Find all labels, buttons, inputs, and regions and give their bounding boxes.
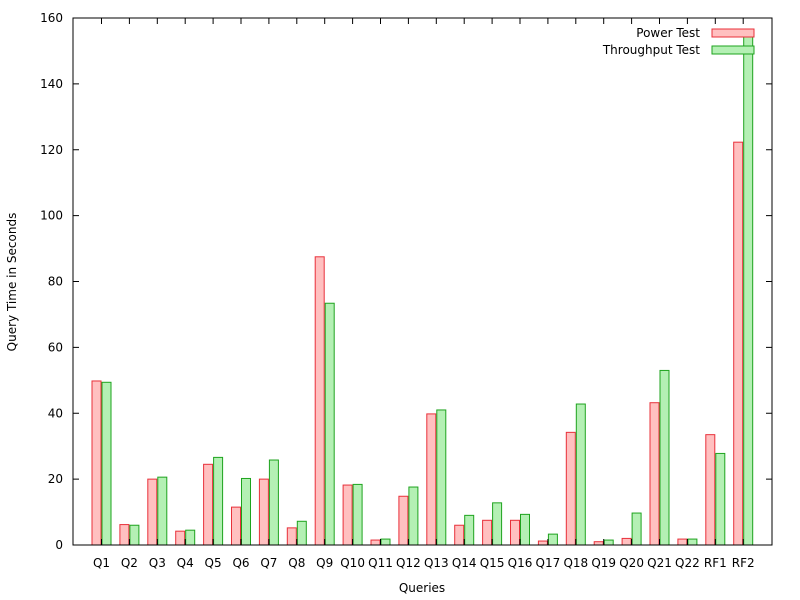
bar-power-q3 [147, 478, 158, 546]
bar-power-q9 [314, 256, 325, 546]
x-tick-label: Q6 [232, 556, 249, 570]
x-tick-label: Q22 [675, 556, 700, 570]
bar-throughput-q2 [129, 524, 140, 546]
x-tick-label: Q18 [563, 556, 588, 570]
y-tick-label: 120 [40, 143, 63, 157]
bar-power-q4 [175, 530, 186, 546]
bar-throughput-rf1 [715, 452, 726, 546]
bar-power-q12 [398, 495, 409, 546]
bar-throughput-q3 [157, 476, 168, 546]
x-tick-label: Q10 [340, 556, 365, 570]
legend-swatch-throughput [711, 45, 755, 55]
x-tick-label: Q7 [260, 556, 277, 570]
bar-power-q13 [426, 413, 437, 546]
legend-swatch-power [711, 28, 755, 38]
y-axis-label: Query Time in Seconds [5, 213, 19, 352]
x-tick-label: Q9 [316, 556, 333, 570]
bar-throughput-q21 [659, 369, 670, 546]
x-tick-label: Q14 [452, 556, 477, 570]
bar-power-rf1 [705, 434, 716, 546]
bar-power-q18 [565, 431, 576, 546]
bar-throughput-rf2 [743, 34, 754, 546]
y-tick-label: 140 [40, 77, 63, 91]
bar-throughput-q8 [296, 520, 307, 546]
x-tick-label: Q21 [647, 556, 672, 570]
bar-throughput-q22 [687, 538, 698, 546]
bar-throughput-q19 [603, 539, 614, 546]
bar-throughput-q10 [352, 483, 363, 546]
bar-power-q14 [454, 524, 465, 546]
x-tick-label: Q19 [591, 556, 616, 570]
bar-power-q22 [677, 538, 688, 546]
bar-throughput-q13 [436, 409, 447, 546]
x-tick-label: Q16 [508, 556, 533, 570]
bar-power-q20 [621, 537, 632, 546]
bar-power-q5 [203, 463, 214, 546]
legend-label-throughput: Throughput Test [602, 43, 700, 57]
bars-layer [91, 34, 754, 546]
bar-throughput-q4 [185, 529, 196, 546]
bar-power-q21 [649, 402, 660, 546]
bar-power-q8 [286, 527, 297, 546]
bar-throughput-q16 [520, 513, 530, 546]
y-tick-label: 80 [48, 275, 63, 289]
x-tick-label: Q15 [480, 556, 505, 570]
bar-power-q16 [510, 519, 520, 546]
x-tick-label: Q3 [149, 556, 166, 570]
x-tick-label: Q1 [93, 556, 110, 570]
bar-throughput-q11 [380, 538, 391, 546]
bar-throughput-q7 [268, 459, 279, 546]
bar-throughput-q18 [575, 403, 586, 546]
bar-power-q7 [258, 478, 269, 546]
bar-power-q6 [231, 506, 241, 546]
x-tick-label: Q12 [396, 556, 421, 570]
x-tick-label: Q2 [121, 556, 138, 570]
x-tick-label: RF1 [704, 556, 727, 570]
x-tick-label: Q4 [177, 556, 194, 570]
x-tick-label: RF2 [732, 556, 755, 570]
legend: Power Test Throughput Test [602, 26, 755, 57]
y-tick-label: 20 [48, 472, 63, 486]
bar-throughput-q17 [547, 533, 558, 546]
x-axis-label: Queries [399, 581, 445, 595]
bar-throughput-q6 [241, 477, 251, 546]
y-tick-label: 160 [40, 11, 63, 25]
x-tick-label: Q8 [288, 556, 305, 570]
x-tick-label: Q5 [205, 556, 222, 570]
bar-power-q10 [342, 484, 353, 546]
bar-power-q15 [482, 519, 493, 546]
y-tick-label: 60 [48, 340, 63, 354]
bar-throughput-q9 [324, 302, 335, 546]
bar-throughput-q15 [492, 502, 503, 546]
bar-throughput-q20 [631, 512, 642, 546]
y-tick-label: 0 [55, 538, 63, 552]
bar-throughput-q12 [408, 486, 419, 546]
y-tick-label: 40 [48, 406, 63, 420]
bar-power-q1 [91, 380, 102, 546]
y-tick-label: 100 [40, 209, 63, 223]
x-tick-label: Q13 [424, 556, 449, 570]
x-tick-label: Q20 [619, 556, 644, 570]
bar-throughput-q1 [101, 381, 112, 546]
bar-power-q11 [370, 539, 381, 546]
bar-power-q17 [537, 540, 548, 546]
axes-layer: 0 20 40 60 80 100 120 140 160 Q1 Q2 Q3 Q4 Q5 Q6 Q7 Q8 Q9 Q… [40, 11, 773, 570]
bar-power-rf2 [733, 141, 744, 546]
legend-label-power: Power Test [636, 26, 700, 40]
bar-throughput-q5 [213, 456, 224, 546]
bar-power-q2 [119, 524, 130, 546]
x-tick-label: Q11 [368, 556, 393, 570]
bar-throughput-q14 [464, 514, 475, 546]
x-tick-label: Q17 [536, 556, 561, 570]
